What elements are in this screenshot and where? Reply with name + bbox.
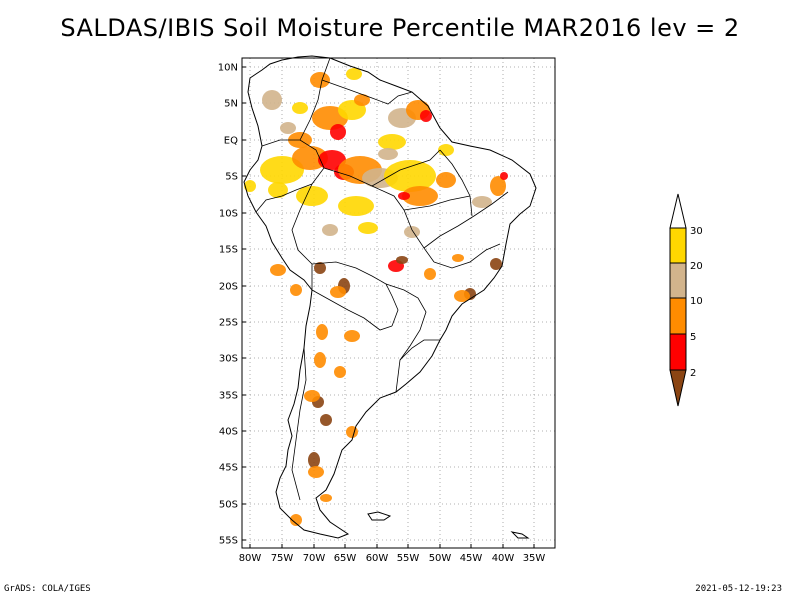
lon-label: 80W: [239, 553, 262, 564]
plot-frame: [241, 57, 556, 549]
colorbar-label-5: 5: [690, 332, 696, 343]
lat-label: 30S: [219, 354, 238, 365]
lat-label: 55S: [219, 536, 238, 547]
colorbar-label-2: 2: [690, 368, 696, 379]
colorbar-2-5: [669, 333, 687, 371]
lat-label: 10N: [218, 63, 238, 74]
lat-label: 45S: [219, 463, 238, 474]
lon-label: 75W: [271, 553, 294, 564]
colorbar-5-10: [669, 297, 687, 335]
lon-label: 70W: [303, 553, 326, 564]
lat-label: 5S: [225, 172, 238, 183]
longitude-labels: 80W 75W 70W 65W 60W 55W 50W 45W 40W 35W: [239, 553, 546, 564]
colorbar-20-30: [669, 227, 687, 264]
lat-label: EQ: [224, 136, 238, 147]
colorbar-label-30: 30: [690, 226, 703, 237]
lat-label: 20S: [219, 282, 238, 293]
lon-label: 40W: [492, 553, 515, 564]
lon-label: 65W: [334, 553, 357, 564]
axis-ticks: [242, 66, 535, 548]
colorbar-label-10: 10: [690, 296, 703, 307]
lon-label: 50W: [429, 553, 452, 564]
lat-label: 15S: [219, 245, 238, 256]
lat-label: 10S: [219, 209, 238, 220]
country-borders: [255, 57, 509, 501]
lat-label: 35S: [219, 391, 238, 402]
colorbar-top-arrow: [669, 193, 687, 229]
colorbar-10-20: [669, 262, 687, 299]
lat-label: 40S: [219, 427, 238, 438]
map-title: SALDAS/IBIS Soil Moisture Percentile MAR…: [60, 14, 740, 42]
footer-credit: GrADS: COLA/IGES: [4, 584, 91, 594]
lat-label: 5N: [224, 99, 238, 110]
lon-label: 45W: [460, 553, 483, 564]
lat-label: 50S: [219, 500, 238, 511]
coastline: [243, 55, 537, 539]
lon-label: 55W: [397, 553, 420, 564]
latitude-labels: 10N 5N EQ 5S 10S 15S 20S 25S 30S 35S 40S 45S 50S 55S: [218, 63, 238, 547]
lon-label: 35W: [523, 553, 546, 564]
footer-timestamp: 2021-05-12-19:23: [695, 584, 782, 594]
lon-label: 60W: [366, 553, 389, 564]
percentile-patches: [244, 68, 508, 526]
colorbar-label-20: 20: [690, 261, 703, 272]
colorbar-bottom-arrow: [669, 369, 687, 407]
colorbar: 30 20 10 5 2: [669, 193, 703, 407]
lat-label: 25S: [219, 318, 238, 329]
